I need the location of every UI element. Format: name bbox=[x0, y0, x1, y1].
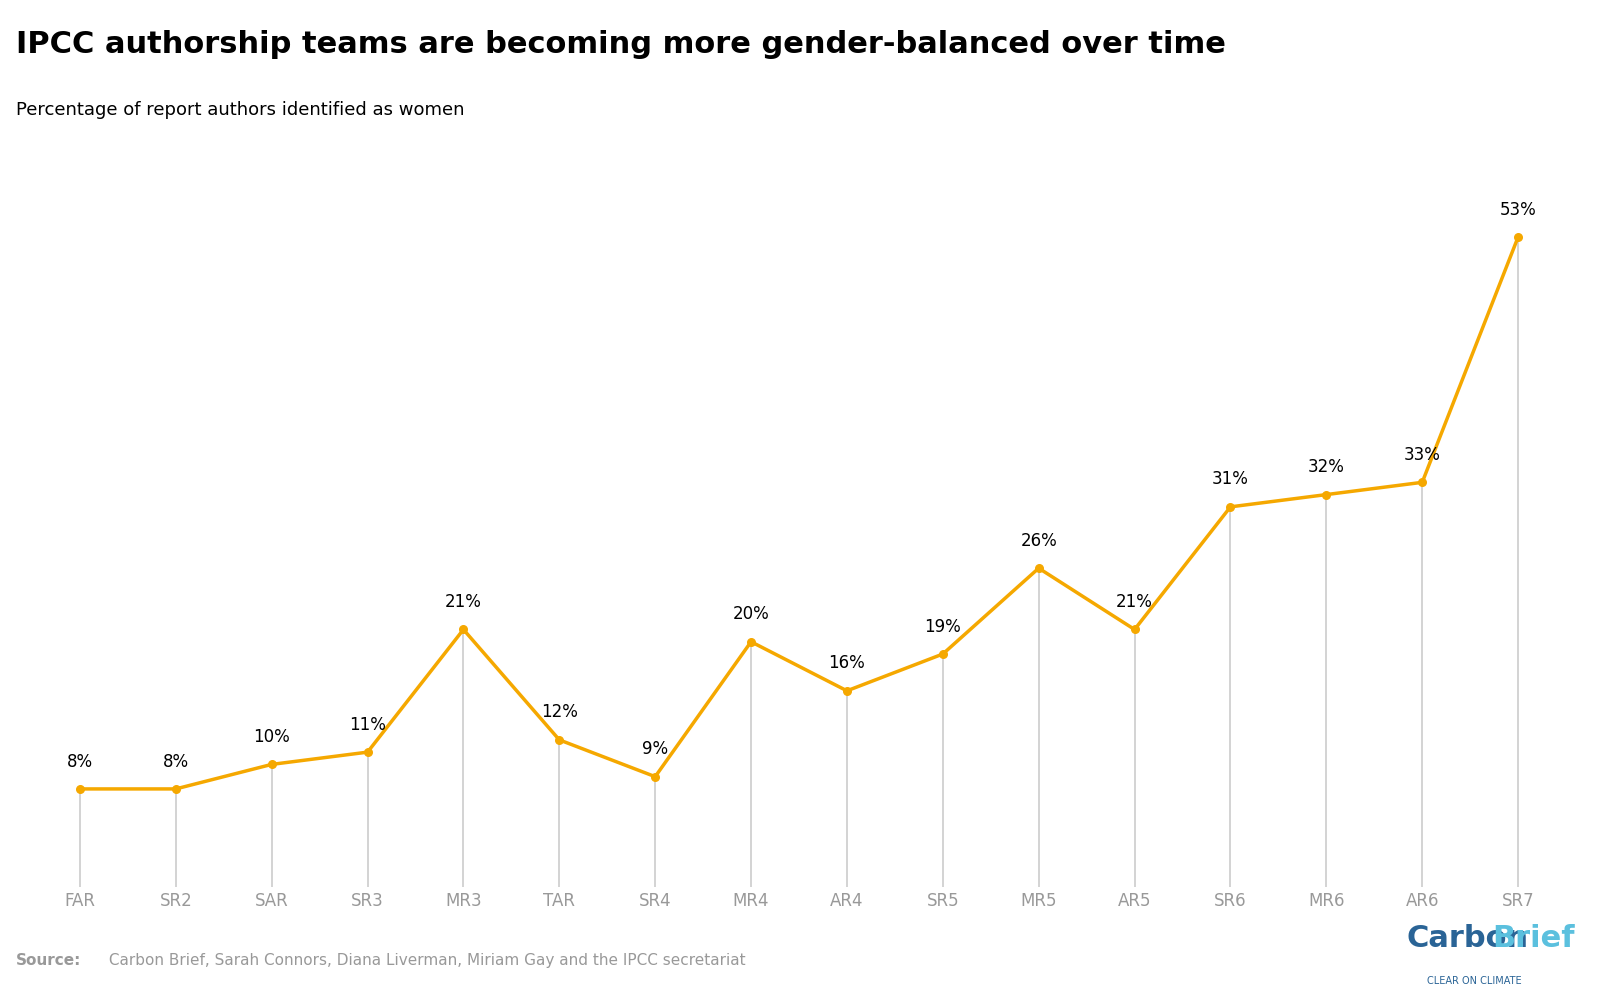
Point bbox=[834, 682, 860, 699]
Text: 9%: 9% bbox=[642, 740, 668, 758]
Text: 26%: 26% bbox=[1021, 532, 1056, 549]
Text: 32%: 32% bbox=[1307, 459, 1346, 476]
Point bbox=[1122, 621, 1147, 638]
Text: 21%: 21% bbox=[1115, 593, 1154, 611]
Point bbox=[930, 646, 956, 662]
Text: 20%: 20% bbox=[733, 606, 769, 623]
Text: IPCC authorship teams are becoming more gender-balanced over time: IPCC authorship teams are becoming more … bbox=[16, 30, 1226, 59]
Point bbox=[1505, 229, 1531, 245]
Text: 12%: 12% bbox=[540, 704, 578, 722]
Point bbox=[1218, 499, 1243, 515]
Text: 33%: 33% bbox=[1403, 446, 1441, 464]
Point bbox=[67, 781, 93, 797]
Text: Source:: Source: bbox=[16, 953, 81, 968]
Point bbox=[738, 634, 764, 650]
Point bbox=[1409, 475, 1435, 491]
Text: Brief: Brief bbox=[1493, 923, 1576, 953]
Point bbox=[451, 621, 476, 638]
Text: 8%: 8% bbox=[163, 753, 189, 770]
Text: 21%: 21% bbox=[444, 593, 483, 611]
Text: 10%: 10% bbox=[254, 728, 289, 746]
Text: 11%: 11% bbox=[348, 716, 387, 734]
Text: 16%: 16% bbox=[829, 654, 865, 672]
Text: 31%: 31% bbox=[1211, 471, 1250, 489]
Text: Carbon Brief, Sarah Connors, Diana Liverman, Miriam Gay and the IPCC secretariat: Carbon Brief, Sarah Connors, Diana Liver… bbox=[104, 953, 746, 968]
Point bbox=[259, 756, 284, 772]
Text: CLEAR ON CLIMATE: CLEAR ON CLIMATE bbox=[1427, 976, 1521, 986]
Point bbox=[355, 744, 380, 760]
Text: 53%: 53% bbox=[1501, 201, 1536, 219]
Point bbox=[642, 768, 668, 784]
Text: Carbon: Carbon bbox=[1406, 923, 1528, 953]
Point bbox=[1314, 487, 1339, 503]
Point bbox=[163, 781, 189, 797]
Point bbox=[547, 732, 572, 748]
Text: 8%: 8% bbox=[67, 753, 93, 770]
Point bbox=[1026, 560, 1051, 577]
Text: Percentage of report authors identified as women: Percentage of report authors identified … bbox=[16, 101, 465, 119]
Text: 19%: 19% bbox=[925, 618, 960, 636]
